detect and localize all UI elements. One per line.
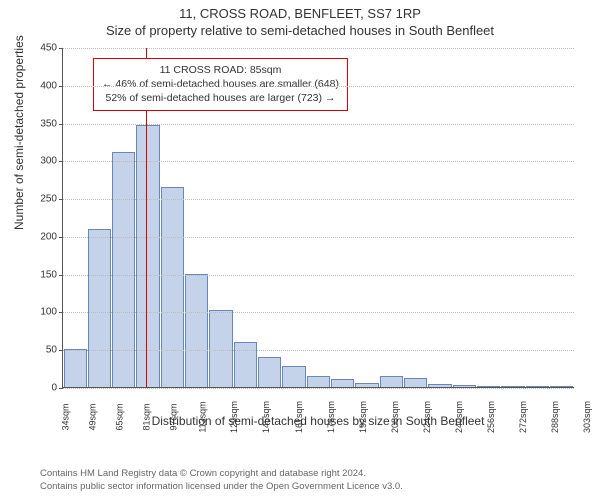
chart-container: 11, CROSS ROAD, BENFLEET, SS7 1RP Size o… [0,0,600,500]
footer-line2: Contains public sector information licen… [40,481,403,494]
histogram-bar [428,384,451,387]
histogram-bar [234,342,257,387]
y-tick-label: 150 [40,269,63,280]
gridline [63,312,574,313]
histogram-bar [526,386,549,387]
gridline [63,350,574,351]
title-address: 11, CROSS ROAD, BENFLEET, SS7 1RP [0,0,600,21]
histogram-bar [307,376,330,387]
histogram-bar [453,385,476,387]
y-tick-label: 450 [40,43,63,54]
y-tick-label: 350 [40,118,63,129]
histogram-bar [331,379,354,387]
y-axis-title: Number of semi-detached properties [12,35,26,230]
histogram-bar [64,349,87,387]
histogram-bar [161,187,184,387]
y-tick-label: 400 [40,80,63,91]
annotation-line2: ← 46% of semi-detached houses are smalle… [102,77,339,91]
histogram-bar [185,274,208,387]
footer-credits: Contains HM Land Registry data © Crown c… [40,468,403,494]
gridline [63,275,574,276]
gridline [63,237,574,238]
histogram-bar [209,310,232,387]
chart-area: 11 CROSS ROAD: 85sqm ← 46% of semi-detac… [62,48,574,418]
histogram-bar [477,386,500,388]
gridline [63,48,574,49]
y-tick-label: 200 [40,231,63,242]
annotation-line1: 11 CROSS ROAD: 85sqm [102,63,339,77]
footer-line1: Contains HM Land Registry data © Crown c… [40,468,403,481]
histogram-bar [258,357,281,387]
histogram-bar [112,152,135,387]
histogram-bar [550,386,573,388]
histogram-bar [282,366,305,387]
gridline [63,199,574,200]
histogram-bar [355,383,378,387]
histogram-bar [404,378,427,387]
histogram-bar [88,229,111,387]
x-axis-title: Distribution of semi-detached houses by … [62,414,574,428]
y-tick-label: 250 [40,194,63,205]
annotation-box: 11 CROSS ROAD: 85sqm ← 46% of semi-detac… [93,58,348,111]
x-tick-label: 303sqm [582,401,600,433]
gridline [63,124,574,125]
gridline [63,161,574,162]
annotation-line3: 52% of semi-detached houses are larger (… [102,91,339,105]
y-tick-label: 300 [40,156,63,167]
histogram-bar [136,125,159,387]
gridline [63,86,574,87]
title-subtitle: Size of property relative to semi-detach… [0,21,600,38]
histogram-bar [380,376,403,387]
histogram-bar [501,386,524,388]
y-tick-label: 50 [46,345,63,356]
plot-region: 11 CROSS ROAD: 85sqm ← 46% of semi-detac… [62,48,574,388]
y-tick-label: 100 [40,307,63,318]
